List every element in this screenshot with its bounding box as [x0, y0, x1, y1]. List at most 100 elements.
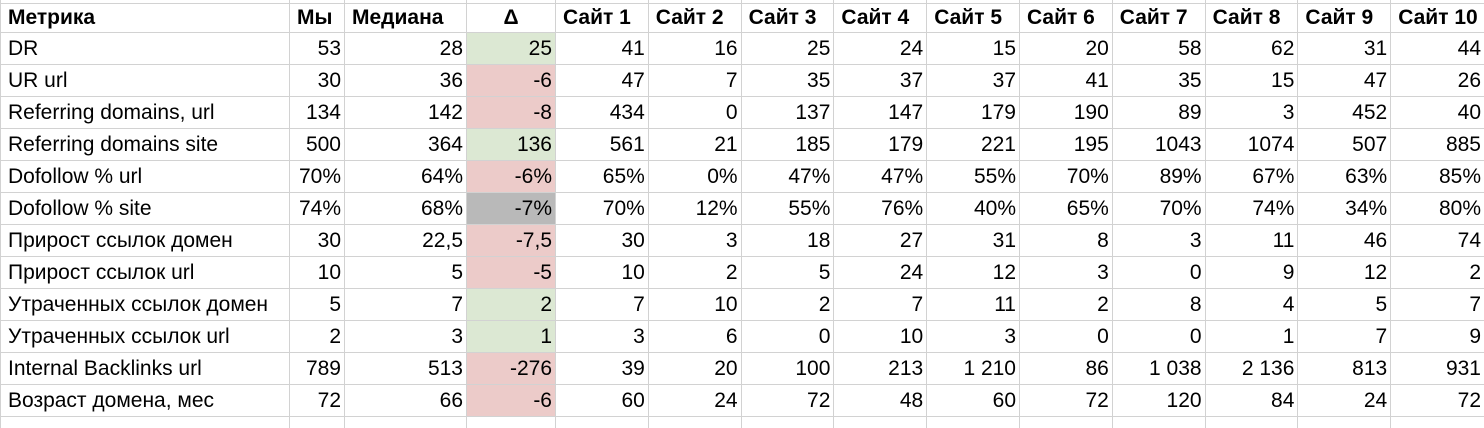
column-header[interactable]: Δ — [467, 4, 556, 33]
value-cell[interactable]: 18 — [741, 225, 835, 257]
value-cell[interactable]: 452 — [1298, 97, 1392, 129]
value-cell[interactable]: 10 — [834, 321, 928, 353]
value-cell[interactable]: 0 — [1112, 321, 1206, 353]
value-cell[interactable]: 46 — [1298, 225, 1392, 257]
value-cell[interactable]: 3 — [1020, 257, 1113, 289]
value-cell[interactable]: 16 — [648, 33, 742, 65]
value-cell[interactable]: 12% — [648, 193, 742, 225]
value-cell[interactable]: 2 — [648, 257, 742, 289]
value-cell[interactable]: 221 — [927, 129, 1020, 161]
value-cell[interactable]: 5 — [1298, 289, 1392, 321]
value-cell[interactable]: 4 — [1205, 289, 1299, 321]
value-cell[interactable]: 30 — [290, 225, 345, 257]
value-cell[interactable]: 41 — [1020, 65, 1113, 97]
value-cell[interactable]: 5 — [345, 257, 467, 289]
column-header[interactable]: Сайт 6 — [1020, 4, 1113, 33]
metric-name-cell[interactable]: DR — [0, 33, 290, 65]
value-cell[interactable]: 1 038 — [1112, 353, 1206, 385]
value-cell[interactable]: 26 — [1391, 65, 1484, 97]
value-cell[interactable]: 195 — [1020, 129, 1113, 161]
value-cell[interactable]: 37 — [927, 65, 1020, 97]
value-cell[interactable]: 72 — [1391, 385, 1484, 417]
value-cell[interactable]: 48 — [834, 385, 928, 417]
value-cell[interactable]: 47 — [1298, 65, 1392, 97]
value-cell[interactable]: 36 — [345, 65, 467, 97]
delta-cell[interactable]: -7,5 — [467, 225, 556, 257]
value-cell[interactable]: 35 — [741, 65, 835, 97]
value-cell[interactable]: 3 — [1112, 225, 1206, 257]
value-cell[interactable]: 2 — [1391, 257, 1484, 289]
value-cell[interactable]: 20 — [648, 353, 742, 385]
column-header[interactable]: Сайт 10 — [1391, 4, 1484, 33]
value-cell[interactable]: 30 — [556, 225, 649, 257]
metric-name-cell[interactable]: UR url — [0, 65, 290, 97]
value-cell[interactable]: 22,5 — [345, 225, 467, 257]
value-cell[interactable]: 65% — [556, 161, 649, 193]
value-cell[interactable]: 40 — [1391, 97, 1484, 129]
value-cell[interactable]: 179 — [834, 129, 928, 161]
column-header[interactable]: Медиана — [345, 4, 467, 33]
value-cell[interactable]: 35 — [1112, 65, 1206, 97]
value-cell[interactable]: 53 — [290, 33, 345, 65]
delta-cell[interactable]: 136 — [467, 129, 556, 161]
metric-name-cell[interactable]: Referring domains, url — [0, 97, 290, 129]
value-cell[interactable]: 76% — [834, 193, 928, 225]
column-header[interactable]: Сайт 8 — [1205, 4, 1299, 33]
value-cell[interactable]: 24 — [834, 257, 928, 289]
value-cell[interactable]: 84 — [1205, 385, 1299, 417]
metric-name-cell[interactable]: Прирост ссылок домен — [0, 225, 290, 257]
value-cell[interactable]: 3 — [345, 321, 467, 353]
value-cell[interactable]: 5 — [741, 257, 835, 289]
value-cell[interactable]: 5 — [290, 289, 345, 321]
value-cell[interactable]: 8 — [1020, 225, 1113, 257]
value-cell[interactable]: 63% — [1298, 161, 1392, 193]
column-header[interactable]: Мы — [290, 4, 345, 33]
value-cell[interactable]: 137 — [741, 97, 835, 129]
value-cell[interactable]: 1074 — [1205, 129, 1299, 161]
value-cell[interactable]: 10 — [290, 257, 345, 289]
value-cell[interactable]: 70% — [1020, 161, 1113, 193]
value-cell[interactable]: 55% — [741, 193, 835, 225]
value-cell[interactable]: 27 — [834, 225, 928, 257]
value-cell[interactable]: 65% — [1020, 193, 1113, 225]
column-header[interactable]: Сайт 5 — [927, 4, 1020, 33]
value-cell[interactable]: 72 — [290, 385, 345, 417]
value-cell[interactable]: 885 — [1391, 129, 1484, 161]
value-cell[interactable]: 74 — [1391, 225, 1484, 257]
metric-name-cell[interactable]: Прирост ссылок url — [0, 257, 290, 289]
value-cell[interactable]: 64% — [345, 161, 467, 193]
value-cell[interactable]: 789 — [290, 353, 345, 385]
value-cell[interactable]: 70% — [556, 193, 649, 225]
value-cell[interactable]: 3 — [1205, 97, 1299, 129]
value-cell[interactable]: 213 — [834, 353, 928, 385]
value-cell[interactable]: 500 — [290, 129, 345, 161]
value-cell[interactable]: 3 — [927, 321, 1020, 353]
value-cell[interactable]: 1 — [1205, 321, 1299, 353]
value-cell[interactable]: 66 — [345, 385, 467, 417]
value-cell[interactable]: 74% — [290, 193, 345, 225]
value-cell[interactable]: 21 — [648, 129, 742, 161]
value-cell[interactable]: 24 — [834, 33, 928, 65]
value-cell[interactable]: 31 — [1298, 33, 1392, 65]
value-cell[interactable]: 2 136 — [1205, 353, 1299, 385]
column-header[interactable]: Сайт 3 — [741, 4, 835, 33]
value-cell[interactable]: 55% — [927, 161, 1020, 193]
value-cell[interactable]: 68% — [345, 193, 467, 225]
value-cell[interactable]: 70% — [290, 161, 345, 193]
value-cell[interactable]: 7 — [345, 289, 467, 321]
value-cell[interactable]: 147 — [834, 97, 928, 129]
value-cell[interactable]: 434 — [556, 97, 649, 129]
value-cell[interactable]: 134 — [290, 97, 345, 129]
value-cell[interactable]: 12 — [927, 257, 1020, 289]
value-cell[interactable]: 86 — [1020, 353, 1113, 385]
value-cell[interactable]: 12 — [1298, 257, 1392, 289]
metric-name-cell[interactable]: Dofollow % site — [0, 193, 290, 225]
value-cell[interactable]: 513 — [345, 353, 467, 385]
value-cell[interactable]: 2 — [1020, 289, 1113, 321]
value-cell[interactable]: 0 — [1112, 257, 1206, 289]
delta-cell[interactable]: 2 — [467, 289, 556, 321]
delta-cell[interactable]: -276 — [467, 353, 556, 385]
value-cell[interactable]: 37 — [834, 65, 928, 97]
value-cell[interactable]: 15 — [927, 33, 1020, 65]
value-cell[interactable]: 15 — [1205, 65, 1299, 97]
